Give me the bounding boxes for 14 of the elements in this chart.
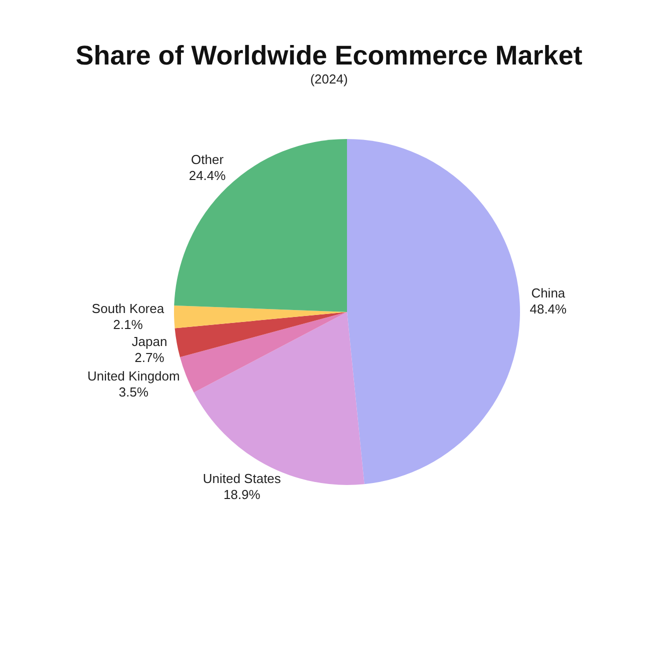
data-label: 2.1%	[113, 317, 144, 332]
data-label: 48.4%	[530, 302, 568, 317]
chart-title: Share of Worldwide Ecommerce Market	[76, 40, 582, 70]
slice-label: South Korea	[92, 301, 165, 316]
data-label: 24.4%	[188, 168, 226, 184]
slice-label: Other	[191, 152, 224, 168]
data-label: 3.5%	[118, 384, 149, 400]
slice-label: United States	[202, 470, 282, 486]
data-label: 18.9%	[223, 486, 261, 502]
slice-label: China	[531, 286, 566, 301]
slice-label: Japan	[132, 334, 168, 350]
chart-subtitle: (2024)	[310, 72, 348, 87]
slice-label: United Kingdom	[87, 368, 180, 384]
data-label: 2.7%	[134, 350, 165, 366]
